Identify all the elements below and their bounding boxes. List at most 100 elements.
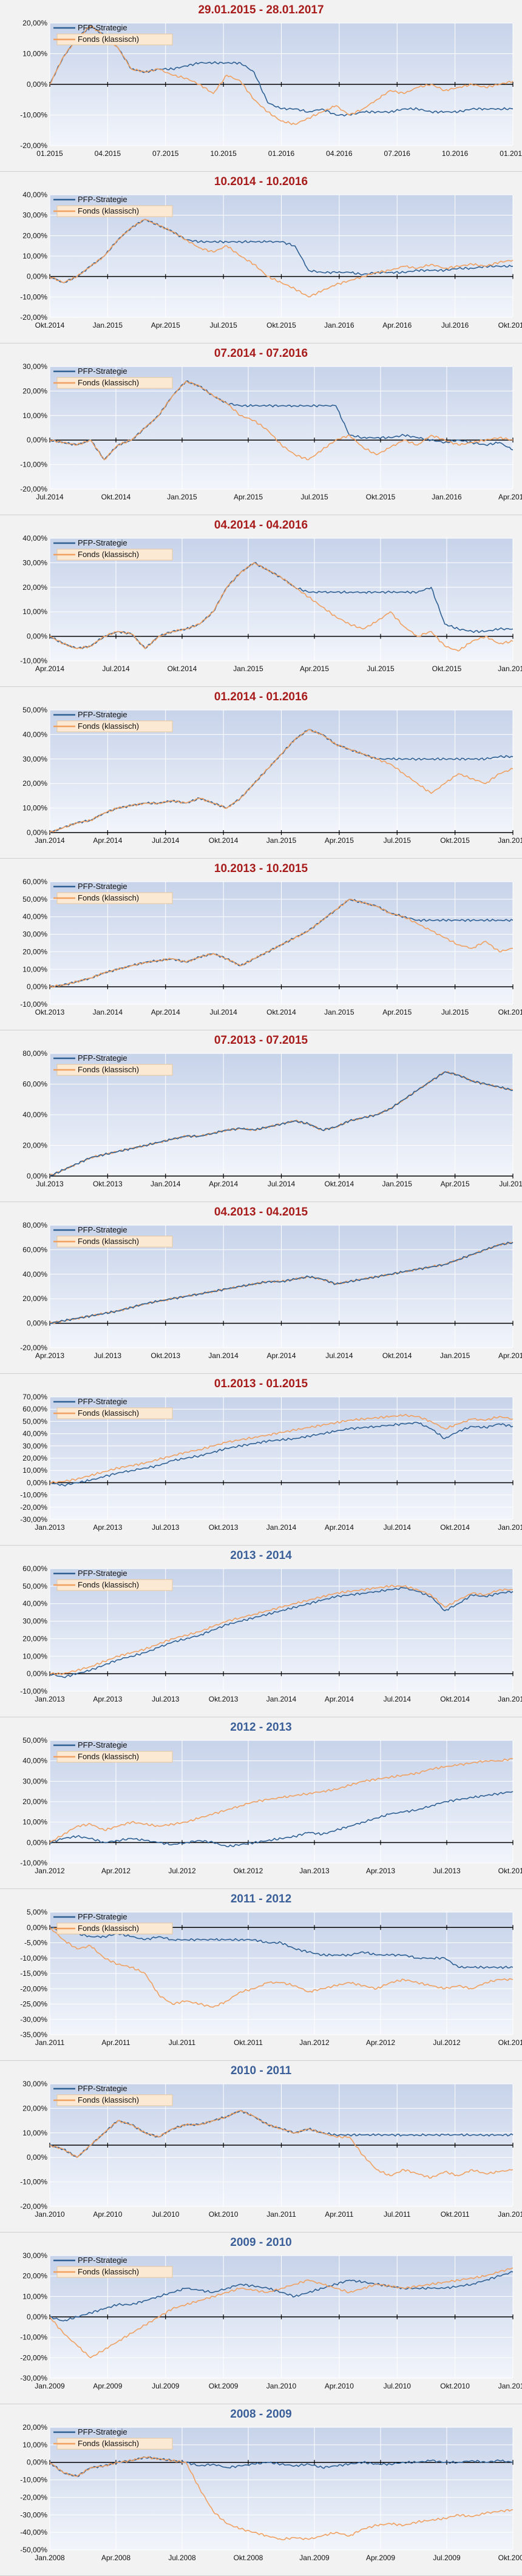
chart-panel: 2010 - 2011 30,00% 20,00% 10,00% 0,00% -10,00… <box>0 2061 522 2233</box>
legend-label-strategy: PFP-Strategie <box>78 1569 127 1578</box>
legend-label-fund: Fonds (klassisch) <box>78 2095 139 2104</box>
line-chart: 60,00% 50,00% 40,00% 30,00% 20,00% 10,00% 0,00… <box>20 877 522 1016</box>
legend-label-strategy: PFP-Strategie <box>78 2084 127 2093</box>
x-tick-label: Apr.2014 <box>325 1695 354 1703</box>
x-tick-label: 04.2015 <box>95 149 121 158</box>
legend: PFP-Strategie Fonds (klassisch) <box>53 2084 173 2106</box>
x-tick-label: 01.2017 <box>500 149 522 158</box>
y-tick-label: 0,00% <box>27 2313 47 2321</box>
chart-panel: 10.2013 - 10.2015 60,00% 50,00% 40,00% 30,00… <box>0 859 522 1030</box>
y-tick-label: -20,00% <box>20 2493 47 2501</box>
line-chart: 40,00%30,00%20,00%10,00%0,00%-10,00%Apr.… <box>20 534 522 673</box>
series-line <box>49 1584 514 1675</box>
legend: PFP-Strategie Fonds (klassisch) <box>53 882 173 904</box>
x-tick-label: Okt.2013 <box>93 1180 123 1188</box>
x-tick-label: Jul.2013 <box>152 1523 180 1532</box>
y-tick-label: -10,00% <box>20 1000 47 1009</box>
y-tick-label: 10,00% <box>22 1818 47 1827</box>
x-tick-label: Apr.2016 <box>382 321 412 330</box>
chart-title: 2010 - 2011 <box>230 2064 292 2077</box>
x-tick-label: Jul.2015 <box>441 1008 469 1016</box>
x-tick-label: Jan.2015 <box>440 1351 470 1360</box>
line-chart: 30,00%20,00%10,00%0,00%-10,00%-20,00%Jul… <box>20 362 522 501</box>
y-tick-label: 50,00% <box>22 895 47 904</box>
x-tick-label: Jan.2016 <box>498 836 522 845</box>
x-tick-label: Jan.2008 <box>35 2554 65 2562</box>
x-tick-label: Jul.2010 <box>384 2382 412 2390</box>
y-tick-label: -30,00% <box>20 1515 47 1524</box>
x-tick-label: Jul.2014 <box>325 1351 353 1360</box>
series-line <box>49 1927 514 2008</box>
y-tick-label: -20,00% <box>20 1503 47 1512</box>
chart-panel: 2011 - 2012 5,00% 0,00% -5,00% -10,00% -15,00… <box>0 1889 522 2061</box>
legend-label-strategy: PFP-Strategie <box>78 882 127 891</box>
x-tick-label: Jul.2014 <box>268 1180 296 1188</box>
series-line <box>49 2456 514 2541</box>
legend-label-fund: Fonds (klassisch) <box>78 2439 139 2448</box>
y-tick-label: 10,00% <box>22 804 47 813</box>
x-tick-label: Jul.2013 <box>152 1695 180 1703</box>
line-chart: 50,00% 40,00% 30,00% 20,00% 10,00% 0,00% -10,0… <box>20 1736 522 1875</box>
y-tick-label: 40,00% <box>22 913 47 921</box>
line-chart: 80,00%60,00%40,00%20,00%0,00%-20,00%Apr.… <box>20 1221 522 1360</box>
x-tick-label: Jan.2011 <box>498 2382 522 2390</box>
x-tick-label: Jul.2014 <box>384 1523 412 1532</box>
x-tick-label: Jan.2010 <box>35 2210 65 2219</box>
x-tick-label: Okt.2013 <box>35 1008 65 1016</box>
series-line <box>49 1421 514 1487</box>
y-tick-label: 10,00% <box>22 411 47 420</box>
y-tick-label: 20,00% <box>22 1634 47 1643</box>
y-tick-label: -20,00% <box>20 1984 47 1993</box>
series-line <box>49 2271 514 2322</box>
x-tick-label: Apr.2015 <box>382 1008 412 1016</box>
x-tick-label: 10.2016 <box>442 149 469 158</box>
y-tick-label: 20,00% <box>22 947 47 956</box>
x-tick-label: Apr.2016 <box>498 493 522 501</box>
y-tick-label: 10,00% <box>22 50 47 58</box>
y-tick-label: -30,00% <box>20 2510 47 2519</box>
y-tick-label: -20,00% <box>20 2202 47 2211</box>
x-tick-label: Okt.2014 <box>325 1180 354 1188</box>
x-tick-label: Jul.2011 <box>169 2038 196 2047</box>
y-tick-label: -20,00% <box>20 2353 47 2362</box>
legend-label-fund: Fonds (klassisch) <box>78 550 139 559</box>
chart-panel: 2013 - 2014 60,00% 50,00% 40,00% 30,00% 20,00… <box>0 1546 522 1717</box>
y-tick-label: 30,00% <box>22 1617 47 1626</box>
x-tick-label: Jul.2012 <box>168 1867 196 1875</box>
y-tick-label: 10,00% <box>22 2292 47 2300</box>
x-tick-label: Apr.2015 <box>498 1351 522 1360</box>
legend-label-fund: Fonds (klassisch) <box>78 378 139 387</box>
x-tick-label: Apr.2011 <box>101 2038 130 2047</box>
x-tick-label: Jan.2011 <box>35 2038 65 2047</box>
y-tick-label: -20,00% <box>20 141 47 150</box>
x-tick-label: Okt.2014 <box>101 493 131 501</box>
y-tick-label: 20,00% <box>22 2272 47 2280</box>
y-tick-label: 30,00% <box>22 930 47 939</box>
line-chart: 20,00% 10,00% 0,00% -10,00% -20,00% -30,00% -4… <box>20 2423 522 2562</box>
y-tick-label: 20,00% <box>22 779 47 788</box>
x-tick-label: Jul.2013 <box>433 1867 461 1875</box>
x-tick-label: Apr.2014 <box>151 1008 180 1016</box>
y-tick-label: 20,00% <box>22 583 47 592</box>
y-tick-label: 30,00% <box>22 755 47 763</box>
legend: PFP-Strategie Fonds (klassisch) <box>53 1053 173 1076</box>
y-tick-label: 50,00% <box>22 1736 47 1745</box>
y-tick-label: -50,00% <box>20 2546 47 2554</box>
chart-title: 2009 - 2010 <box>230 2236 292 2249</box>
y-tick-label: 20,00% <box>22 1141 47 1150</box>
y-tick-label: 40,00% <box>22 534 47 543</box>
y-tick-label: 0,00% <box>27 1838 47 1847</box>
legend: PFP-Strategie Fonds (klassisch) <box>53 710 173 732</box>
y-tick-label: -10,00% <box>20 1491 47 1499</box>
chart-panel: 04.2014 - 04.2016 40,00% 30,00% 20,00% 10,00… <box>0 515 522 687</box>
x-tick-label: Apr.2014 <box>325 1523 354 1532</box>
legend-label-strategy: PFP-Strategie <box>78 1053 127 1063</box>
x-tick-label: Jul.2011 <box>384 2210 411 2219</box>
chart-panel: 07.2013 - 07.2015 80,00% 60,00% 40,00% 20,00… <box>0 1030 522 1202</box>
x-tick-label: Jul.2015 <box>499 1180 522 1188</box>
x-tick-label: Okt.2011 <box>441 2210 470 2219</box>
y-tick-label: -10,00% <box>20 2178 47 2186</box>
y-tick-label: 60,00% <box>22 1405 47 1413</box>
x-tick-label: Jan.2014 <box>208 1351 239 1360</box>
